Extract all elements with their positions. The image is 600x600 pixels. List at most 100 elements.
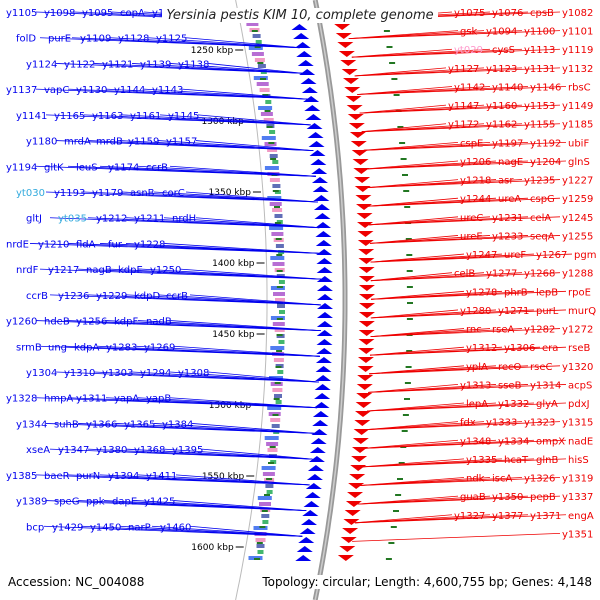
forward-gene-arrow — [293, 33, 309, 39]
forward-gene-arrow — [317, 321, 333, 327]
feature-stripe — [271, 232, 283, 236]
feature-stripe — [258, 64, 266, 68]
reverse-gene-arrow — [351, 456, 367, 462]
feature-stripe — [274, 394, 282, 398]
gc-dash — [276, 350, 282, 352]
reverse-gene-label: y1101 — [562, 27, 593, 38]
reverse-gene-label: ureF — [504, 250, 526, 261]
reverse-gene-arrow — [359, 312, 375, 318]
gc-dash — [403, 414, 409, 416]
feature-stripe — [276, 244, 284, 248]
forward-gene-label: mrdA — [64, 137, 91, 148]
reverse-gene-label: pdxJ — [568, 399, 590, 410]
gc-dash — [393, 510, 399, 512]
reverse-gene-arrow — [358, 366, 374, 372]
forward-gene-label: y1179 — [92, 188, 123, 199]
reverse-gene-label: rnc — [466, 325, 482, 336]
gc-dash — [254, 558, 260, 560]
reverse-gene-label: y1278 — [466, 287, 497, 298]
forward-gene-label: y1256 — [76, 317, 107, 328]
forward-gene-arrow — [314, 402, 330, 408]
reverse-gene-label: y1314 — [530, 380, 561, 391]
reverse-gene-label: lepA — [466, 399, 488, 410]
reverse-gene-arrow — [350, 465, 366, 471]
reverse-gene-label: glnS — [568, 157, 590, 168]
reverse-gene-arrow — [343, 519, 359, 525]
feature-stripe — [261, 112, 273, 116]
forward-gene-arrow — [316, 258, 332, 264]
feature-stripe — [272, 208, 282, 212]
reverse-gene-label: y1306 — [504, 343, 535, 354]
reverse-gene-label: y1131 — [524, 64, 555, 75]
reverse-gene-arrow — [349, 123, 365, 129]
forward-gene-arrow — [295, 555, 311, 561]
reverse-gene-label: yplA — [466, 362, 488, 373]
forward-gene-arrow — [299, 69, 315, 75]
forward-gene-label: y1304 — [26, 368, 57, 379]
forward-gene-label: folD — [16, 34, 36, 45]
forward-gene-label: purN — [76, 471, 100, 482]
forward-gene-label: hmpA — [44, 394, 73, 405]
reverse-gene-label: nagE — [498, 157, 523, 168]
forward-gene-label: y1368 — [134, 445, 165, 456]
forward-gene-label: fur — [108, 239, 123, 250]
forward-gene-label: narP — [128, 522, 151, 533]
feature-stripe — [270, 178, 280, 182]
reverse-gene-arrow — [359, 303, 375, 309]
reverse-gene-arrow — [347, 492, 363, 498]
forward-gene-label: gltK — [44, 162, 64, 173]
forward-gene-label: y1163 — [92, 111, 123, 122]
forward-gene-arrow — [308, 132, 324, 138]
forward-gene-arrow — [313, 195, 329, 201]
forward-gene-arrow — [311, 168, 327, 174]
reverse-gene-label: y1337 — [562, 492, 593, 503]
forward-gene-label: bcp — [26, 522, 44, 533]
forward-gene-arrow — [316, 366, 332, 372]
reverse-gene-arrow — [357, 231, 373, 237]
gc-dash — [407, 286, 413, 288]
forward-gene-arrow — [305, 114, 321, 120]
reverse-gene-arrow — [356, 393, 372, 399]
forward-gene-label: y1344 — [16, 419, 47, 430]
reverse-gene-leader — [362, 124, 446, 132]
reverse-gene-arrow — [349, 474, 365, 480]
reverse-gene-label: y1113 — [524, 45, 555, 56]
forward-gene-label: y1310 — [64, 368, 95, 379]
feature-stripe — [262, 520, 268, 524]
forward-gene-label: y1395 — [172, 445, 203, 456]
forward-gene-label: nagB — [86, 265, 112, 276]
reverse-gene-label: y1327 — [454, 511, 485, 522]
reverse-gene-label: y1312 — [466, 343, 497, 354]
reverse-gene-label: glnB — [536, 455, 558, 466]
forward-gene-label: y1429 — [52, 522, 83, 533]
forward-gene-label: hdeB — [44, 317, 70, 328]
feature-stripe — [260, 88, 270, 92]
forward-gene-label: y1145 — [168, 111, 199, 122]
reverse-gene-label: ompX — [536, 436, 565, 447]
reverse-gene-label: cspE — [460, 138, 483, 149]
forward-gene-label: gltJ — [26, 214, 42, 225]
reverse-gene-label: seqA — [530, 231, 555, 242]
scale-label: 1600 kbp — [191, 543, 234, 553]
reverse-gene-arrow — [355, 186, 371, 192]
feature-stripe — [265, 484, 273, 488]
forward-gene-label: speG — [54, 497, 79, 508]
feature-stripe — [269, 130, 275, 134]
reverse-gene-label: y1272 — [562, 325, 593, 336]
feature-stripe — [266, 442, 278, 446]
reverse-gene-label: y1204 — [530, 157, 561, 168]
reverse-gene-label: iscA — [492, 474, 512, 485]
forward-gene-label: y1394 — [108, 471, 139, 482]
feature-stripe — [258, 550, 264, 554]
reverse-gene-arrow — [357, 213, 373, 219]
reverse-gene-label: y1320 — [562, 362, 593, 373]
reverse-gene-label: y1282 — [524, 325, 555, 336]
reverse-gene-label: y1218 — [460, 176, 491, 187]
gc-dash — [405, 382, 411, 384]
reverse-gene-arrow — [334, 24, 350, 30]
gc-dash — [270, 446, 276, 448]
feature-stripe — [277, 370, 283, 374]
reverse-gene-label: y1233 — [492, 231, 523, 242]
reverse-gene-label: asr — [498, 176, 514, 187]
forward-gene-label: y1269 — [144, 342, 175, 353]
